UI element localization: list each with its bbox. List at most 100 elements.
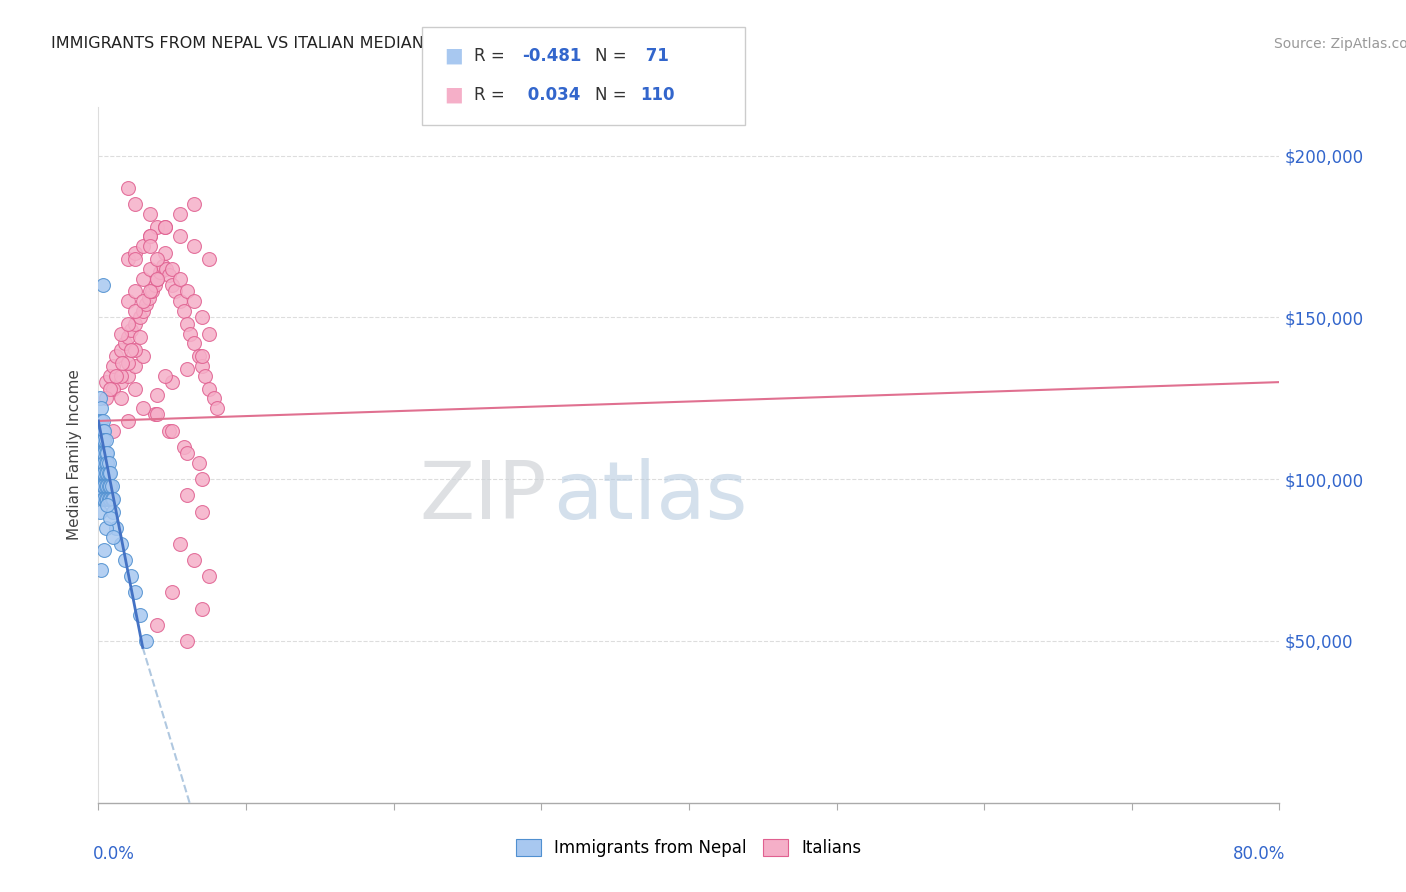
Point (205, 401, 228, 415)
Text: 80.0%: 80.0% (1233, 845, 1285, 863)
Point (183, 336, 205, 351)
Point (91, 491, 114, 506)
Point (100, 478, 122, 492)
Point (89, 504, 111, 518)
Point (114, 336, 136, 351)
Point (139, 285, 162, 299)
Point (146, 271, 169, 285)
Point (124, 317, 146, 331)
Point (103, 504, 125, 518)
Text: 71: 71 (640, 47, 669, 65)
Point (90, 488, 112, 502)
Point (169, 294, 191, 309)
Point (155, 261, 177, 276)
Point (89, 392, 111, 406)
Point (202, 392, 225, 406)
Point (110, 343, 132, 357)
Point (98, 382, 121, 396)
Point (97, 478, 120, 492)
Point (91, 456, 114, 470)
Point (157, 424, 180, 438)
Point (111, 356, 134, 370)
Point (179, 326, 201, 341)
Point (176, 285, 198, 299)
Point (91, 466, 114, 480)
Point (114, 553, 136, 567)
Legend: Immigrants from Nepal, Italians: Immigrants from Nepal, Italians (509, 832, 869, 864)
Point (124, 359, 146, 373)
Point (90, 563, 112, 577)
Point (117, 252, 139, 267)
Point (91, 424, 114, 438)
Point (120, 343, 142, 357)
Point (132, 304, 155, 318)
Point (153, 245, 176, 260)
Point (198, 252, 221, 267)
Point (183, 239, 205, 253)
Point (91, 478, 114, 492)
Point (89, 456, 111, 470)
Point (98, 511, 121, 525)
Point (100, 491, 122, 506)
Point (128, 330, 150, 344)
Point (152, 259, 174, 273)
Point (162, 375, 183, 389)
Point (146, 219, 169, 234)
Point (89, 424, 111, 438)
Point (110, 368, 132, 383)
Point (191, 472, 214, 486)
Point (117, 368, 139, 383)
Point (191, 504, 214, 518)
Point (93, 543, 115, 558)
Point (110, 375, 132, 389)
Point (139, 229, 162, 244)
Point (132, 271, 155, 285)
Point (93, 424, 115, 438)
Point (89, 478, 111, 492)
Text: ▪: ▪ (443, 42, 464, 70)
Point (132, 401, 155, 415)
Text: 110: 110 (640, 87, 675, 104)
Point (124, 285, 146, 299)
Point (96, 498, 118, 512)
Point (98, 466, 121, 480)
Point (183, 294, 205, 309)
Point (128, 608, 150, 623)
Point (103, 531, 125, 545)
Point (94, 375, 117, 389)
Text: 0.034: 0.034 (522, 87, 581, 104)
Point (128, 310, 150, 325)
Point (89, 434, 111, 448)
Point (103, 382, 125, 396)
Point (169, 207, 191, 221)
Point (96, 478, 118, 492)
Point (162, 278, 183, 293)
Point (124, 343, 146, 357)
Point (91, 446, 114, 460)
Point (90, 466, 112, 480)
Point (93, 434, 115, 448)
Text: IMMIGRANTS FROM NEPAL VS ITALIAN MEDIAN FAMILY INCOME CORRELATION CHART: IMMIGRANTS FROM NEPAL VS ITALIAN MEDIAN … (51, 37, 731, 52)
Point (169, 537, 191, 551)
Text: N =: N = (595, 87, 631, 104)
Point (90, 414, 112, 428)
Point (89, 446, 111, 460)
Point (146, 408, 169, 422)
Point (98, 368, 121, 383)
Point (105, 521, 128, 535)
Point (120, 569, 142, 583)
Point (120, 323, 142, 337)
Point (94, 478, 117, 492)
Point (139, 239, 162, 253)
Point (124, 245, 146, 260)
Point (187, 349, 209, 363)
Point (198, 382, 221, 396)
Point (169, 229, 191, 244)
Point (98, 491, 121, 506)
Point (146, 388, 169, 402)
Point (135, 634, 157, 648)
Point (146, 617, 169, 632)
Point (90, 478, 112, 492)
Point (124, 585, 146, 599)
Point (94, 491, 117, 506)
